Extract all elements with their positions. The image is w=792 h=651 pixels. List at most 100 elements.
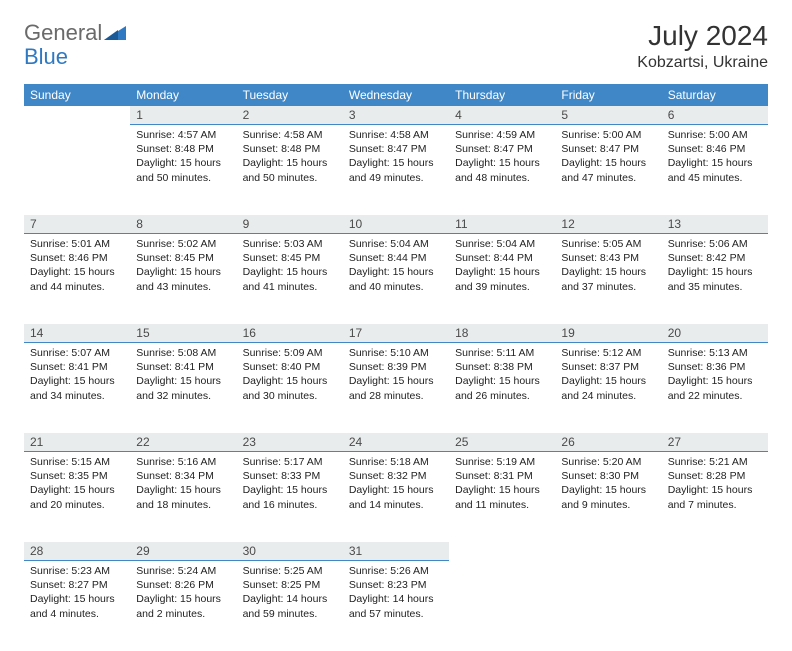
daynum-cell	[24, 106, 130, 125]
sunset-line: Sunset: 8:23 PM	[349, 578, 443, 592]
day-cell: Sunrise: 4:58 AMSunset: 8:47 PMDaylight:…	[343, 125, 449, 215]
daynum-cell: 30	[237, 542, 343, 561]
day-cell: Sunrise: 4:59 AMSunset: 8:47 PMDaylight:…	[449, 125, 555, 215]
sunrise-line: Sunrise: 5:25 AM	[243, 564, 337, 578]
day-number: 28	[24, 542, 130, 561]
sunset-line: Sunset: 8:47 PM	[455, 142, 549, 156]
day-content: Sunrise: 5:24 AMSunset: 8:26 PMDaylight:…	[130, 561, 236, 627]
daynum-cell: 2	[237, 106, 343, 125]
daylight-line: Daylight: 15 hours and 28 minutes.	[349, 374, 443, 402]
daynum-cell: 5	[555, 106, 661, 125]
logo-blue-wrap: Blue	[24, 44, 68, 70]
daynum-cell: 17	[343, 324, 449, 343]
sunset-line: Sunset: 8:36 PM	[668, 360, 762, 374]
daynum-cell: 31	[343, 542, 449, 561]
daynum-row: 21222324252627	[24, 433, 768, 452]
day-content: Sunrise: 5:00 AMSunset: 8:46 PMDaylight:…	[662, 125, 768, 191]
title-block: July 2024 Kobzartsi, Ukraine	[637, 20, 768, 72]
sunset-line: Sunset: 8:42 PM	[668, 251, 762, 265]
sunrise-line: Sunrise: 5:16 AM	[136, 455, 230, 469]
day-cell: Sunrise: 5:04 AMSunset: 8:44 PMDaylight:…	[449, 234, 555, 324]
calendar-table: Sunday Monday Tuesday Wednesday Thursday…	[24, 84, 768, 651]
daylight-line: Daylight: 15 hours and 41 minutes.	[243, 265, 337, 293]
day-cell: Sunrise: 5:12 AMSunset: 8:37 PMDaylight:…	[555, 343, 661, 433]
daynum-cell: 23	[237, 433, 343, 452]
sunrise-line: Sunrise: 5:08 AM	[136, 346, 230, 360]
logo-text-general: General	[24, 20, 102, 46]
daynum-row: 78910111213	[24, 215, 768, 234]
day-content: Sunrise: 5:10 AMSunset: 8:39 PMDaylight:…	[343, 343, 449, 409]
daynum-cell: 1	[130, 106, 236, 125]
day-number: 25	[449, 433, 555, 452]
day-cell: Sunrise: 5:04 AMSunset: 8:44 PMDaylight:…	[343, 234, 449, 324]
daylight-line: Daylight: 15 hours and 14 minutes.	[349, 483, 443, 511]
week-row: Sunrise: 5:15 AMSunset: 8:35 PMDaylight:…	[24, 452, 768, 542]
weekday-header-row: Sunday Monday Tuesday Wednesday Thursday…	[24, 84, 768, 106]
day-content: Sunrise: 5:00 AMSunset: 8:47 PMDaylight:…	[555, 125, 661, 191]
day-cell	[662, 561, 768, 651]
daynum-cell: 8	[130, 215, 236, 234]
daynum-cell: 3	[343, 106, 449, 125]
sunrise-line: Sunrise: 5:13 AM	[668, 346, 762, 360]
sunrise-line: Sunrise: 5:20 AM	[561, 455, 655, 469]
day-number: 9	[237, 215, 343, 234]
day-number: 16	[237, 324, 343, 343]
daynum-cell: 18	[449, 324, 555, 343]
sunrise-line: Sunrise: 5:06 AM	[668, 237, 762, 251]
day-number: 19	[555, 324, 661, 343]
sunset-line: Sunset: 8:34 PM	[136, 469, 230, 483]
sunset-line: Sunset: 8:45 PM	[136, 251, 230, 265]
sunrise-line: Sunrise: 5:10 AM	[349, 346, 443, 360]
daynum-cell: 14	[24, 324, 130, 343]
week-row: Sunrise: 4:57 AMSunset: 8:48 PMDaylight:…	[24, 125, 768, 215]
day-cell: Sunrise: 5:01 AMSunset: 8:46 PMDaylight:…	[24, 234, 130, 324]
sunset-line: Sunset: 8:27 PM	[30, 578, 124, 592]
day-cell: Sunrise: 5:15 AMSunset: 8:35 PMDaylight:…	[24, 452, 130, 542]
day-number: 31	[343, 542, 449, 561]
daynum-cell: 27	[662, 433, 768, 452]
daylight-line: Daylight: 15 hours and 11 minutes.	[455, 483, 549, 511]
sunset-line: Sunset: 8:47 PM	[561, 142, 655, 156]
day-number: 24	[343, 433, 449, 452]
daylight-line: Daylight: 15 hours and 45 minutes.	[668, 156, 762, 184]
day-number: 23	[237, 433, 343, 452]
day-number: 3	[343, 106, 449, 125]
sunset-line: Sunset: 8:25 PM	[243, 578, 337, 592]
daynum-row: 28293031	[24, 542, 768, 561]
day-content: Sunrise: 5:18 AMSunset: 8:32 PMDaylight:…	[343, 452, 449, 518]
day-content: Sunrise: 5:04 AMSunset: 8:44 PMDaylight:…	[343, 234, 449, 300]
day-content: Sunrise: 4:59 AMSunset: 8:47 PMDaylight:…	[449, 125, 555, 191]
day-number: 26	[555, 433, 661, 452]
daynum-cell: 6	[662, 106, 768, 125]
sunset-line: Sunset: 8:43 PM	[561, 251, 655, 265]
day-cell	[449, 561, 555, 651]
day-cell: Sunrise: 5:00 AMSunset: 8:47 PMDaylight:…	[555, 125, 661, 215]
col-thursday: Thursday	[449, 84, 555, 106]
sunset-line: Sunset: 8:30 PM	[561, 469, 655, 483]
sunrise-line: Sunrise: 5:00 AM	[561, 128, 655, 142]
sunrise-line: Sunrise: 5:17 AM	[243, 455, 337, 469]
day-content: Sunrise: 4:58 AMSunset: 8:47 PMDaylight:…	[343, 125, 449, 191]
daynum-cell	[449, 542, 555, 561]
sunset-line: Sunset: 8:44 PM	[455, 251, 549, 265]
day-number: 17	[343, 324, 449, 343]
day-content: Sunrise: 5:03 AMSunset: 8:45 PMDaylight:…	[237, 234, 343, 300]
daylight-line: Daylight: 15 hours and 7 minutes.	[668, 483, 762, 511]
day-cell: Sunrise: 5:00 AMSunset: 8:46 PMDaylight:…	[662, 125, 768, 215]
sunrise-line: Sunrise: 5:07 AM	[30, 346, 124, 360]
daylight-line: Daylight: 15 hours and 2 minutes.	[136, 592, 230, 620]
day-cell: Sunrise: 5:26 AMSunset: 8:23 PMDaylight:…	[343, 561, 449, 651]
daynum-cell	[662, 542, 768, 561]
day-cell: Sunrise: 5:25 AMSunset: 8:25 PMDaylight:…	[237, 561, 343, 651]
day-cell: Sunrise: 5:13 AMSunset: 8:36 PMDaylight:…	[662, 343, 768, 433]
day-content: Sunrise: 4:58 AMSunset: 8:48 PMDaylight:…	[237, 125, 343, 191]
sunrise-line: Sunrise: 5:18 AM	[349, 455, 443, 469]
calendar-body: 123456Sunrise: 4:57 AMSunset: 8:48 PMDay…	[24, 106, 768, 651]
sunrise-line: Sunrise: 4:57 AM	[136, 128, 230, 142]
daylight-line: Daylight: 15 hours and 39 minutes.	[455, 265, 549, 293]
day-number: 10	[343, 215, 449, 234]
location-label: Kobzartsi, Ukraine	[637, 54, 768, 72]
day-content: Sunrise: 5:06 AMSunset: 8:42 PMDaylight:…	[662, 234, 768, 300]
daynum-cell: 20	[662, 324, 768, 343]
sunrise-line: Sunrise: 5:26 AM	[349, 564, 443, 578]
